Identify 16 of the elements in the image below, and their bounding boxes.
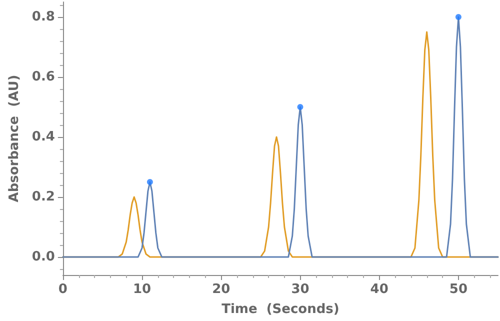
- x-tick-label: 30: [291, 282, 310, 297]
- y-tick-label: 0.4: [32, 130, 55, 144]
- x-tick-label: 20: [212, 282, 230, 297]
- x-tick-label: 50: [449, 282, 468, 297]
- y-axis-title: Absorbance (AU): [7, 74, 22, 202]
- y-tick-label: 0.8: [32, 10, 55, 24]
- y-tick-label: 0.6: [32, 70, 55, 84]
- x-tick-label: 40: [370, 282, 388, 297]
- point: [146, 179, 153, 185]
- x-axis-title: Time (Seconds): [222, 302, 340, 317]
- point: [455, 14, 462, 20]
- x-tick-label: 10: [132, 282, 152, 297]
- x-tick-label: 0: [58, 282, 68, 297]
- y-tick-label: 0.0: [32, 250, 55, 264]
- point: [297, 104, 304, 110]
- y-tick-label: 0.2: [32, 190, 55, 204]
